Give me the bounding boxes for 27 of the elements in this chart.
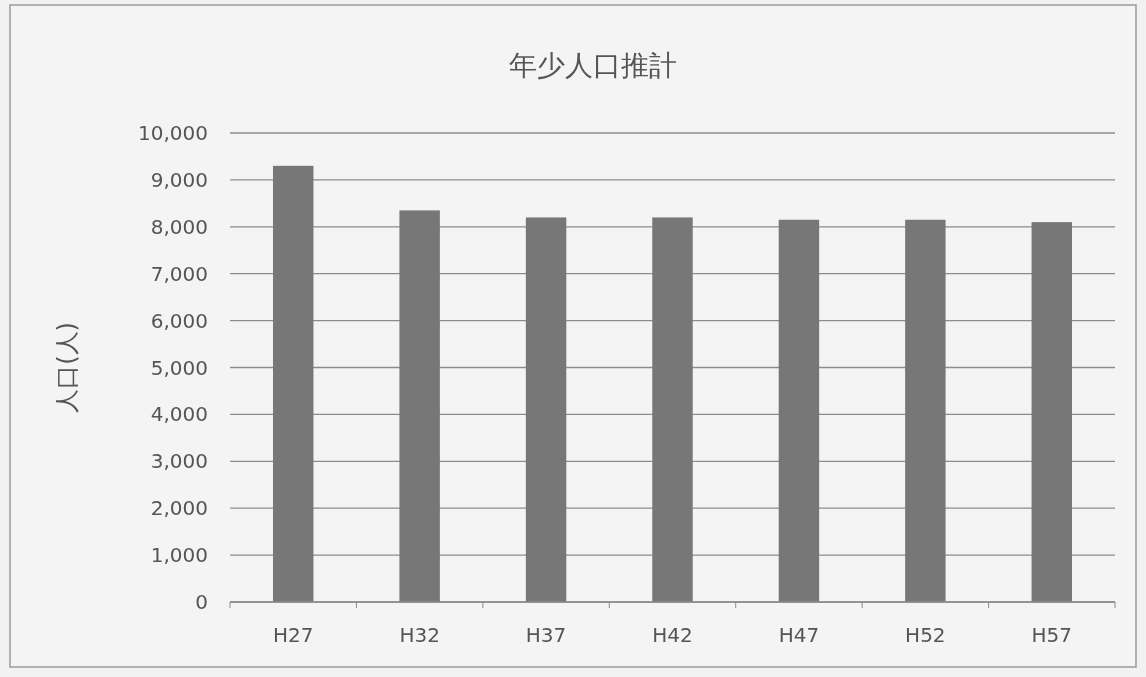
x-tick-label: H27 <box>272 623 314 647</box>
y-axis-title: 人口(人) <box>53 322 81 413</box>
y-tick-label: 7,000 <box>150 261 208 286</box>
x-tick-label: H37 <box>525 623 567 647</box>
bar <box>905 219 946 602</box>
bar <box>1031 222 1073 602</box>
y-tick-label: 0 <box>195 590 208 614</box>
bar <box>652 217 693 602</box>
y-tick-label: 2,000 <box>150 496 208 521</box>
bar <box>778 219 820 602</box>
x-tick-label: H42 <box>652 623 693 647</box>
x-tick-label: H57 <box>1031 623 1073 647</box>
y-tick-label: 4,000 <box>150 402 208 427</box>
y-tick-label: 5,000 <box>150 355 208 380</box>
y-tick-label: 6,000 <box>150 308 208 333</box>
x-tick-label: H32 <box>399 623 440 647</box>
y-tick-label: 1,000 <box>150 543 208 568</box>
x-tick-label: H47 <box>778 623 820 647</box>
bar <box>399 210 440 602</box>
y-tick-label: 3,000 <box>150 449 208 474</box>
x-tick-label: H52 <box>905 623 946 647</box>
chart-title: 年少人口推計 <box>508 49 677 82</box>
y-tick-label: 9,000 <box>150 167 208 192</box>
y-tick-label: 8,000 <box>150 214 208 239</box>
y-tick-label: 10,000 <box>138 121 208 145</box>
bar <box>525 217 567 602</box>
bar <box>272 165 314 602</box>
